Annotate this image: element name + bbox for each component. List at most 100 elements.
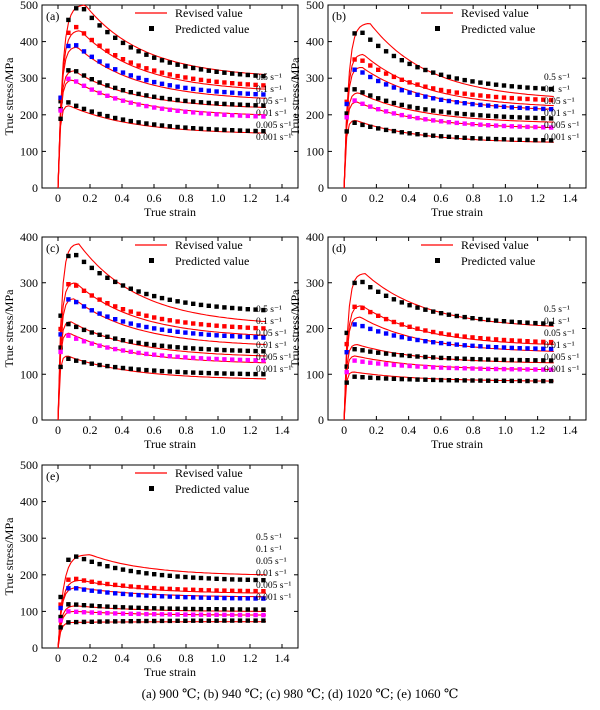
predicted-marker bbox=[183, 125, 188, 130]
x-tick-label: 0.6 bbox=[147, 191, 162, 205]
predicted-marker bbox=[501, 319, 507, 324]
predicted-marker bbox=[214, 612, 219, 617]
predicted-marker bbox=[152, 55, 157, 60]
y-tick-label: 300 bbox=[306, 276, 324, 290]
predicted-marker bbox=[376, 313, 381, 318]
strain-rate-label: 0.01 s⁻¹ bbox=[256, 341, 287, 351]
predicted-marker bbox=[368, 63, 373, 68]
predicted-marker bbox=[183, 595, 188, 600]
predicted-marker bbox=[144, 341, 149, 347]
predicted-marker bbox=[493, 94, 499, 100]
predicted-marker bbox=[391, 297, 397, 302]
predicted-marker bbox=[383, 351, 389, 356]
x-tick-label: 1.2 bbox=[243, 191, 258, 205]
predicted-marker bbox=[245, 72, 250, 78]
predicted-marker bbox=[415, 105, 420, 111]
legend-revised-label: Revised value bbox=[175, 6, 243, 20]
predicted-marker bbox=[74, 576, 79, 582]
predicted-marker bbox=[191, 110, 196, 115]
predicted-marker bbox=[159, 618, 165, 624]
predicted-marker bbox=[191, 612, 196, 617]
predicted-marker bbox=[183, 320, 188, 325]
predicted-marker bbox=[74, 252, 79, 258]
predicted-marker bbox=[548, 367, 554, 372]
legend-predicted-label: Predicted value bbox=[461, 254, 535, 268]
predicted-marker bbox=[360, 375, 365, 380]
predicted-marker bbox=[58, 95, 63, 100]
predicted-marker bbox=[191, 587, 196, 592]
predicted-marker bbox=[368, 375, 373, 380]
predicted-marker bbox=[66, 282, 71, 287]
predicted-marker bbox=[230, 90, 235, 95]
predicted-marker bbox=[438, 365, 444, 370]
predicted-marker bbox=[237, 306, 243, 311]
predicted-marker bbox=[120, 98, 126, 103]
predicted-marker bbox=[493, 357, 499, 362]
predicted-marker bbox=[105, 48, 110, 53]
predicted-marker bbox=[175, 319, 180, 324]
x-axis-label: True strain bbox=[431, 437, 483, 451]
predicted-marker bbox=[128, 366, 133, 371]
predicted-marker bbox=[230, 348, 235, 353]
predicted-marker bbox=[486, 366, 491, 372]
predicted-marker bbox=[253, 348, 258, 354]
predicted-marker bbox=[167, 107, 172, 112]
predicted-marker bbox=[245, 577, 250, 582]
predicted-marker bbox=[360, 359, 365, 364]
panel-label: (a) bbox=[46, 9, 59, 23]
predicted-marker bbox=[81, 339, 87, 344]
predicted-marker bbox=[105, 275, 110, 280]
predicted-marker bbox=[237, 348, 243, 353]
predicted-marker bbox=[399, 376, 404, 382]
predicted-marker bbox=[423, 339, 428, 344]
plot-frame bbox=[41, 464, 299, 649]
predicted-marker bbox=[462, 111, 467, 117]
predicted-marker bbox=[89, 330, 94, 335]
predicted-marker bbox=[399, 88, 404, 93]
predicted-marker bbox=[89, 293, 94, 298]
predicted-marker bbox=[191, 355, 196, 361]
predicted-marker bbox=[128, 592, 133, 597]
predicted-marker bbox=[159, 353, 165, 358]
predicted-marker bbox=[493, 345, 499, 350]
predicted-marker bbox=[183, 98, 188, 104]
predicted-marker bbox=[198, 606, 204, 612]
predicted-marker bbox=[423, 117, 428, 122]
revised-curve bbox=[57, 105, 267, 189]
predicted-marker bbox=[136, 63, 141, 68]
predicted-marker bbox=[438, 109, 444, 114]
predicted-marker bbox=[113, 604, 118, 610]
predicted-marker bbox=[74, 283, 79, 288]
predicted-marker bbox=[214, 347, 219, 352]
predicted-marker bbox=[352, 322, 357, 327]
predicted-marker bbox=[120, 567, 126, 572]
predicted-marker bbox=[446, 378, 452, 383]
predicted-marker bbox=[105, 610, 110, 616]
x-tick-label: 0 bbox=[55, 651, 61, 665]
y-tick-label: 500 bbox=[20, 0, 38, 12]
predicted-marker bbox=[66, 30, 71, 35]
predicted-marker bbox=[517, 346, 522, 351]
predicted-marker bbox=[261, 74, 266, 79]
strain-rate-label: 0.005 s⁻¹ bbox=[544, 353, 579, 363]
predicted-marker bbox=[152, 593, 157, 599]
predicted-marker bbox=[376, 289, 381, 294]
predicted-marker bbox=[230, 607, 235, 612]
y-axis-label: True stress/MPa bbox=[2, 289, 16, 368]
predicted-marker bbox=[525, 378, 530, 384]
predicted-marker bbox=[191, 126, 196, 131]
predicted-marker bbox=[113, 67, 118, 72]
predicted-marker bbox=[136, 91, 141, 97]
predicted-marker bbox=[183, 75, 188, 80]
x-tick-label: 1.0 bbox=[211, 423, 226, 437]
strain-rate-label: 0.001 s⁻¹ bbox=[256, 593, 291, 603]
x-tick-label: 1.0 bbox=[211, 191, 226, 205]
predicted-marker bbox=[368, 360, 373, 365]
panel-label: (e) bbox=[46, 469, 59, 483]
predicted-marker bbox=[191, 301, 196, 306]
predicted-marker bbox=[360, 101, 365, 106]
predicted-marker bbox=[509, 345, 514, 351]
predicted-marker bbox=[548, 378, 554, 384]
predicted-marker bbox=[113, 582, 118, 588]
predicted-marker bbox=[191, 99, 196, 104]
